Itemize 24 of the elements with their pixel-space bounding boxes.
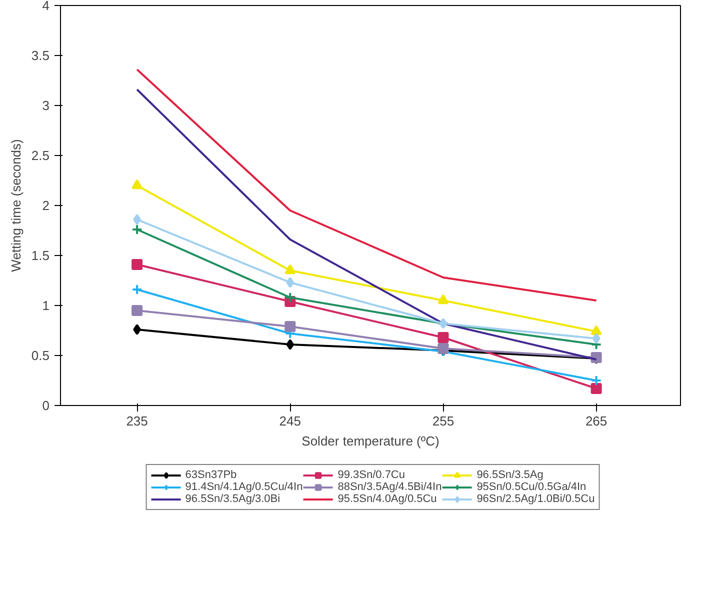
legend-label: 88Sn/3.5Ag/4.5Bi/4In <box>338 481 442 493</box>
y-tick-label: 3.5 <box>31 48 50 63</box>
x-axis-title: Solder temperature (ºC) <box>302 434 440 448</box>
legend-label: 95Sn/0.5Cu/0.5Ga/4In <box>476 481 586 493</box>
y-tick-label: 4 <box>42 0 50 13</box>
legend-label: 63Sn37Pb <box>185 469 237 481</box>
y-tick-label: 0.5 <box>31 348 50 363</box>
y-tick-label: 1.5 <box>31 248 50 263</box>
legend-label: 96.5Sn/3.5Ag <box>476 469 544 481</box>
y-tick-label: 3 <box>42 98 50 113</box>
legend-label: 96.5Sn/3.5Ag/3.0Bi <box>185 493 280 505</box>
legend-label: 96Sn/2.5Ag/1.0Bi/0.5Cu <box>476 493 595 505</box>
y-tick-label: 2 <box>42 198 50 213</box>
legend-label: 91.4Sn/4.1Ag/0.5Cu/4In <box>185 481 303 493</box>
y-axis-title: Wetting time (seconds) <box>8 139 24 272</box>
x-tick-label: 255 <box>432 414 454 428</box>
legend-label: 95.5Sn/4.0Ag/0.5Cu <box>338 493 437 505</box>
legend-label: 99.3Sn/0.7Cu <box>338 469 405 481</box>
y-tick-label: 1 <box>42 298 50 313</box>
x-tick-label: 235 <box>126 414 148 428</box>
y-tick-label: 2.5 <box>31 148 50 163</box>
x-tick-label: 265 <box>585 414 608 428</box>
x-tick-label: 245 <box>279 414 301 428</box>
y-tick-label: 0 <box>42 398 50 413</box>
